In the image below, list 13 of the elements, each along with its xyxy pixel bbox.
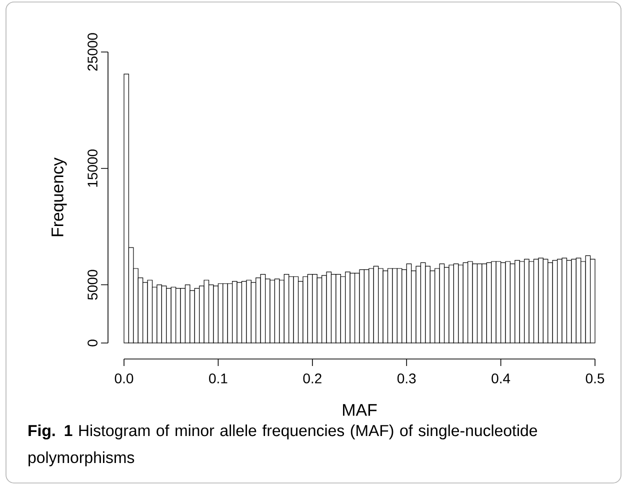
y-tick-label: 15000 — [88, 150, 98, 187]
x-tick-label: 0.2 — [303, 373, 322, 384]
x-tick-label: 0.0 — [114, 373, 134, 384]
y-axis-title: Frequency — [52, 158, 67, 236]
text: Fig. 1 Histogram of minor allele frequencies (MAF) of single-nucleotide polymorphisms — [28, 424, 538, 466]
x-tick-label: 0.5 — [586, 373, 604, 384]
y-tick-label: 0 — [88, 340, 98, 346]
y-tick-label: 25000 — [88, 33, 98, 71]
x-axis-title: MAF — [343, 404, 377, 416]
x-tick-label: 0.1 — [209, 373, 228, 384]
y-tick-label: 5000 — [88, 270, 98, 300]
x-tick-label: 0.4 — [492, 373, 510, 384]
x-tick-label: 0.3 — [397, 373, 416, 384]
